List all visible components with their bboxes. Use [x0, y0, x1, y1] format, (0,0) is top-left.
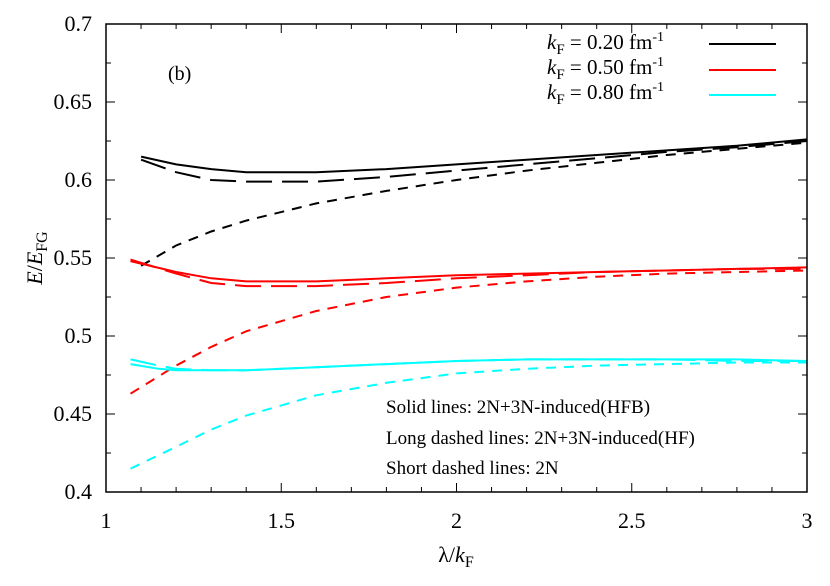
series-line: [130, 361, 807, 470]
series-line: [129, 269, 808, 395]
x-tick-label: 3: [802, 508, 813, 533]
y-tick-label: 0.55: [54, 245, 93, 270]
svg-text:kF = 0.20 fm-1: kF = 0.20 fm-1: [547, 30, 664, 58]
x-tick-label: 1.5: [268, 508, 296, 533]
series-line: [130, 258, 807, 288]
annotation-short-dashed: Short dashed lines: 2N: [386, 458, 559, 479]
legend-item-kf-020: kF = 0.20 fm-1: [547, 30, 776, 58]
x-tick-label: 2.5: [618, 508, 646, 533]
legend-item-kf-050: kF = 0.50 fm-1: [547, 55, 776, 83]
series-line: [140, 138, 808, 174]
plot-frame: [105, 23, 808, 493]
series-line: [130, 358, 807, 372]
series-line: [140, 140, 808, 183]
line-style-annotations: Solid lines: 2N+3N-induced(HFB) Long das…: [386, 397, 695, 479]
y-tick-label: 0.6: [65, 167, 93, 192]
panel-label: (b): [168, 63, 191, 85]
annotation-solid: Solid lines: 2N+3N-induced(HFB): [386, 397, 650, 418]
y-axis-ticks: 0.4 0.45 0.5 0.55 0.6 0.65 0.7: [54, 11, 807, 504]
x-axis-ticks: 1 1.5 2 2.5 3: [101, 24, 813, 533]
y-tick-label: 0.5: [65, 323, 93, 348]
annotation-long-dashed: Long dashed lines: 2N+3N-induced(HF): [386, 428, 695, 449]
y-tick-label: 0.7: [65, 11, 93, 36]
data-series: [129, 138, 808, 470]
x-tick-label: 2: [451, 508, 462, 533]
y-tick-label: 0.65: [54, 89, 93, 114]
svg-text:kF = 0.80 fm-1: kF = 0.80 fm-1: [547, 80, 664, 108]
y-tick-label: 0.4: [65, 479, 93, 504]
y-tick-label: 0.45: [54, 401, 93, 426]
svg-text:kF = 0.50 fm-1: kF = 0.50 fm-1: [547, 55, 664, 83]
y-axis-label: E/EFG: [22, 231, 51, 286]
legend: kF = 0.20 fm-1 kF = 0.50 fm-1 kF = 0.80 …: [547, 30, 776, 108]
x-tick-label: 1: [101, 508, 112, 533]
legend-item-kf-080: kF = 0.80 fm-1: [547, 80, 776, 108]
series-line: [140, 141, 808, 267]
x-axis-label: λ/kF: [438, 542, 474, 571]
